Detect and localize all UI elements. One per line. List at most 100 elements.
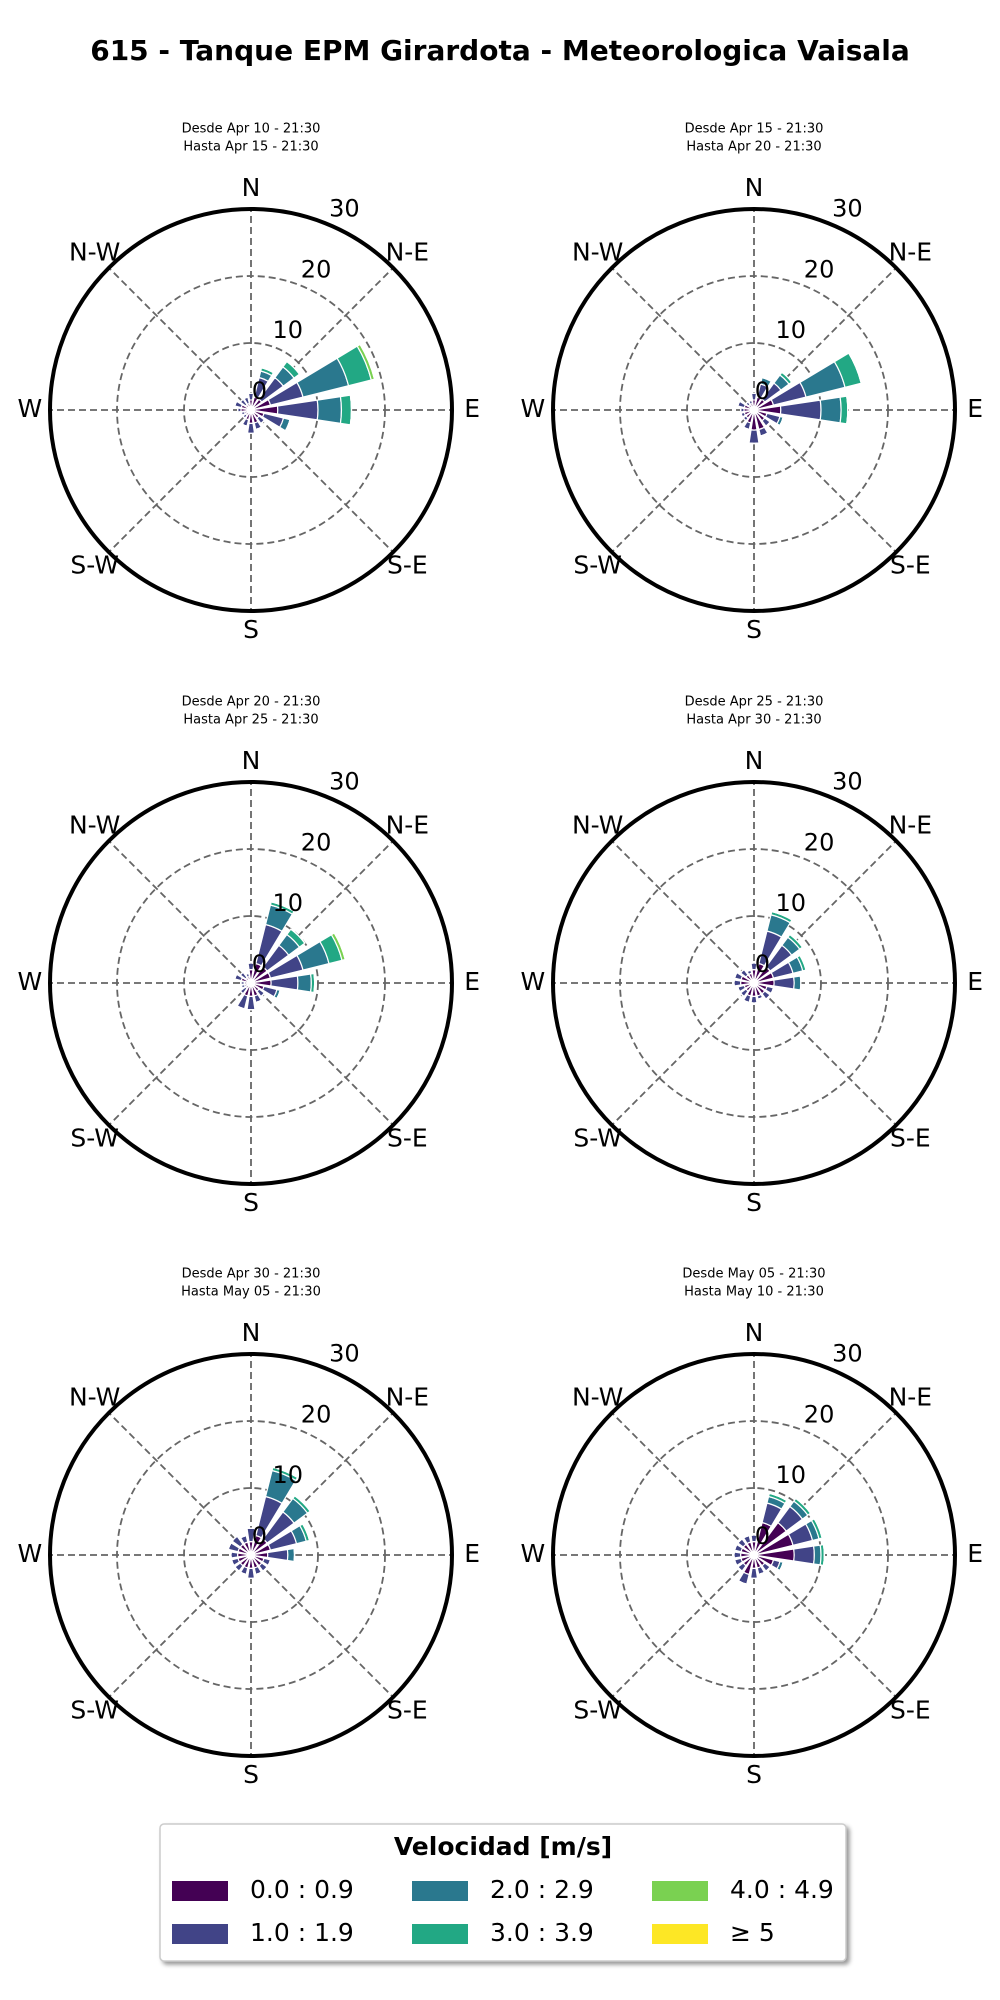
direction-label: S xyxy=(746,615,762,644)
direction-label: E xyxy=(967,967,983,996)
bars xyxy=(737,352,862,445)
outer-ring xyxy=(551,1352,957,1758)
outer-ring xyxy=(48,1352,454,1758)
legend-swatch xyxy=(412,1881,468,1901)
outer-ring xyxy=(48,207,454,613)
bar-segment xyxy=(316,395,343,425)
direction-label: S-E xyxy=(890,1695,931,1724)
bar-segment xyxy=(333,932,346,960)
bar-segment xyxy=(779,399,822,421)
radial-tick-label: 20 xyxy=(804,255,835,283)
legend-label: 2.0 : 2.9 xyxy=(490,1875,594,1904)
bar-segment xyxy=(270,975,299,991)
direction-label: E xyxy=(967,394,983,423)
radial-tick-label: 0 xyxy=(252,377,267,405)
bars xyxy=(234,343,376,435)
direction-label: S-E xyxy=(890,550,931,579)
radial-grid-ring xyxy=(116,1420,386,1690)
direction-grid-line xyxy=(753,1554,897,1698)
chart-subtitle: Hasta Apr 15 - 21:30 xyxy=(183,140,318,155)
direction-label: N xyxy=(242,1318,261,1347)
radial-tick-label: 0 xyxy=(755,377,770,405)
direction-label: E xyxy=(464,1539,480,1568)
radial-grid-ring xyxy=(619,848,889,1118)
bar-segment xyxy=(234,401,238,407)
bar-segment xyxy=(255,426,262,431)
direction-grid-line xyxy=(611,1412,755,1556)
bar-segment xyxy=(737,1571,750,1585)
direction-grid-line xyxy=(611,840,755,984)
legend-swatch xyxy=(412,1924,468,1944)
bar-segment xyxy=(770,987,775,994)
bar-segment xyxy=(255,1571,262,1576)
bar-segment xyxy=(733,972,738,979)
bar-segment xyxy=(733,1544,738,1551)
direction-grid-line xyxy=(108,1412,252,1556)
radial-tick-label: 30 xyxy=(329,768,360,796)
bar-segment xyxy=(339,394,353,426)
radial-tick-label: 10 xyxy=(775,316,806,344)
legend-swatch xyxy=(652,1881,708,1901)
bar-segment xyxy=(740,413,744,418)
chart-subtitle: Desde Apr 30 - 21:30 xyxy=(182,1267,321,1282)
bar-segment xyxy=(313,973,316,993)
bar-segment xyxy=(290,928,306,944)
bar-segment xyxy=(743,1534,750,1539)
direction-grid-line xyxy=(108,1554,252,1698)
outer-ring xyxy=(48,780,454,1186)
direction-label: W xyxy=(521,967,546,996)
direction-label: N-W xyxy=(572,811,623,840)
figure-title: 615 - Tanque EPM Girardota - Meteorologi… xyxy=(90,34,910,67)
radial-grid-ring xyxy=(183,1487,319,1623)
direction-label: N xyxy=(242,746,261,775)
bar-segment xyxy=(255,999,262,1004)
bar-segment xyxy=(779,417,784,426)
radial-grid-ring xyxy=(619,1420,889,1690)
radial-tick-label: 20 xyxy=(301,1400,332,1428)
bar-segment xyxy=(813,1518,823,1539)
direction-label: W xyxy=(521,1539,546,1568)
legend-label: 3.0 : 3.9 xyxy=(490,1918,594,1947)
bar-segment xyxy=(733,1551,742,1559)
bar-segment xyxy=(261,367,274,374)
direction-grid-line xyxy=(611,267,755,411)
radial-tick-label: 30 xyxy=(329,195,360,223)
bar-segment xyxy=(267,1559,272,1566)
bar-segment xyxy=(271,901,295,912)
direction-label: N-E xyxy=(889,238,933,267)
direction-label: E xyxy=(967,1539,983,1568)
direction-label: S-E xyxy=(387,1695,428,1724)
radial-tick-label: 30 xyxy=(832,768,863,796)
direction-label: E xyxy=(464,394,480,423)
radial-tick-label: 10 xyxy=(272,1461,303,1489)
bar-segment xyxy=(812,1544,822,1566)
bar-segment xyxy=(771,910,793,921)
direction-grid-line xyxy=(250,982,394,1126)
radial-tick-label: 10 xyxy=(272,889,303,917)
bar-segment xyxy=(243,396,248,400)
bar-segment xyxy=(793,1545,815,1565)
direction-label: W xyxy=(521,394,546,423)
legend-label: 4.0 : 4.9 xyxy=(730,1875,834,1904)
direction-label: N-W xyxy=(69,238,120,267)
direction-label: S-E xyxy=(890,1123,931,1152)
bar-segment xyxy=(240,1571,247,1576)
direction-label: S xyxy=(746,1760,762,1789)
direction-label: N xyxy=(745,173,764,202)
chart-subtitle: Desde Apr 20 - 21:30 xyxy=(182,695,321,710)
direction-label: N xyxy=(745,1318,764,1347)
bar-segment xyxy=(239,990,244,995)
bar-segment xyxy=(240,1534,247,1539)
bar-segment xyxy=(242,423,248,427)
direction-label: W xyxy=(18,1539,43,1568)
radial-tick-label: 10 xyxy=(272,316,303,344)
direction-label: S xyxy=(243,615,259,644)
bar-segment xyxy=(276,990,281,999)
direction-label: S xyxy=(746,1188,762,1217)
direction-label: N-E xyxy=(889,811,933,840)
radial-grid-ring xyxy=(183,915,319,1051)
bar-segment xyxy=(286,1547,296,1563)
bar-segment xyxy=(793,975,802,991)
chart-subtitle: Hasta Apr 30 - 21:30 xyxy=(686,713,821,728)
